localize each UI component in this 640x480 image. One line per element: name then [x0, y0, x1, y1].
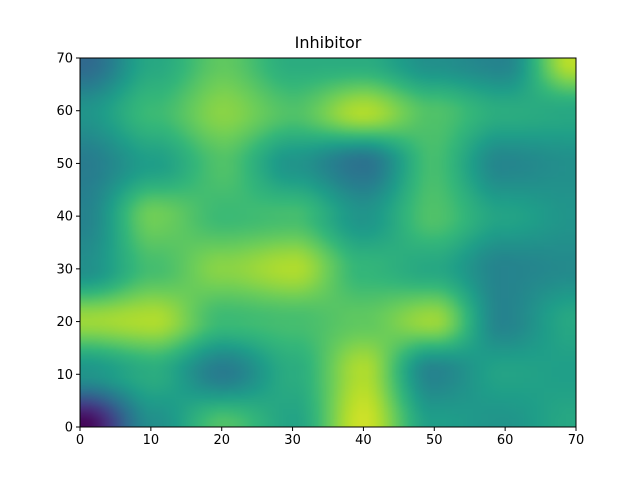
y-tick-label: 0 [65, 421, 73, 436]
x-tick-label: 40 [355, 433, 372, 448]
y-tick-label: 60 [56, 104, 73, 119]
x-tick-label: 0 [76, 433, 84, 448]
y-axis: 0 10 20 30 40 50 60 70 [56, 52, 80, 436]
heatmap-image [80, 58, 576, 427]
y-tick-label: 10 [56, 368, 73, 383]
x-tick-label: 10 [143, 433, 160, 448]
x-tick-label: 30 [284, 433, 301, 448]
x-tick-label: 20 [213, 433, 230, 448]
x-tick-label: 70 [568, 433, 585, 448]
chart-title: Inhibitor [294, 33, 362, 52]
x-tick-label: 50 [426, 433, 443, 448]
y-tick-label: 50 [56, 157, 73, 172]
y-tick-label: 70 [56, 52, 73, 67]
x-tick-label: 60 [497, 433, 514, 448]
y-tick-label: 30 [56, 262, 73, 277]
y-tick-label: 40 [56, 210, 73, 225]
y-tick-label: 20 [56, 315, 73, 330]
x-axis: 0 10 20 30 40 50 60 70 [76, 427, 584, 448]
plot-frame [79, 57, 577, 428]
